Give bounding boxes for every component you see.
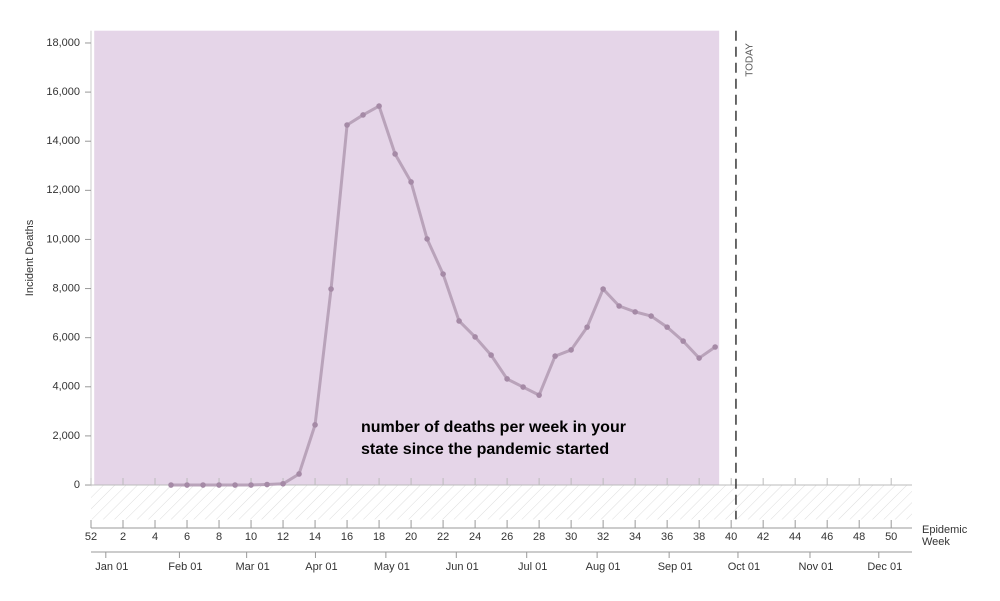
x-tick-label: 46 — [821, 531, 833, 543]
month-tick-label: Sep 01 — [658, 561, 693, 573]
data-point — [552, 353, 558, 359]
x-tick-label: 24 — [469, 531, 481, 543]
x-tick-label: 10 — [245, 531, 257, 543]
data-point — [472, 334, 478, 340]
x-tick-label: 52 — [85, 531, 97, 543]
data-point — [280, 480, 286, 487]
data-point — [216, 482, 222, 488]
x-tick-label: 36 — [661, 531, 673, 543]
data-point — [392, 151, 398, 157]
month-tick-label: Feb 01 — [168, 561, 202, 573]
x-tick-label: 20 — [405, 531, 417, 543]
month-tick-label: Mar 01 — [236, 561, 270, 573]
y-axis-label: Incident Deaths — [24, 219, 36, 296]
x-tick-label: 40 — [725, 531, 737, 543]
x-tick-label: 12 — [277, 531, 289, 543]
data-point — [600, 286, 606, 292]
x-tick-label: 6 — [184, 531, 190, 543]
data-point — [424, 236, 430, 242]
data-point — [504, 376, 510, 382]
data-point — [168, 482, 174, 488]
data-point — [232, 482, 238, 488]
month-tick-label: Nov 01 — [799, 561, 834, 573]
x-tick-label: 50 — [885, 531, 897, 543]
month-tick-label: Oct 01 — [728, 561, 760, 573]
data-point — [664, 324, 670, 330]
data-point — [712, 344, 718, 350]
data-point — [328, 286, 334, 292]
x-tick-label: 48 — [853, 531, 865, 543]
data-point — [488, 352, 494, 358]
x-tick-label: 8 — [216, 531, 222, 543]
month-tick-label: Aug 01 — [586, 561, 621, 573]
data-point — [456, 318, 462, 324]
hatched-band — [91, 485, 912, 520]
annotation: number of deaths per week in your — [361, 419, 626, 436]
data-point — [376, 103, 382, 109]
x-tick-label: 38 — [693, 531, 705, 543]
data-point — [648, 313, 654, 319]
x-tick-label: 44 — [789, 531, 801, 543]
x-tick-label: 2 — [120, 531, 126, 543]
data-point — [520, 384, 526, 390]
data-point — [536, 392, 542, 398]
data-point — [696, 355, 702, 361]
y-tick-label: 10,000 — [46, 233, 80, 245]
y-tick-label: 16,000 — [46, 86, 80, 98]
data-point — [440, 271, 446, 277]
month-tick-label: Jul 01 — [518, 561, 547, 573]
y-tick-label: 8,000 — [52, 282, 80, 294]
x-tick-label: 30 — [565, 531, 577, 543]
x-tick-label: 34 — [629, 531, 641, 543]
x-tick-label: 14 — [309, 531, 321, 543]
y-tick-label: 14,000 — [46, 135, 80, 147]
x-tick-label: 18 — [373, 531, 385, 543]
annotation: state since the pandemic started — [361, 441, 609, 458]
y-tick-label: 2,000 — [52, 430, 80, 442]
data-point — [200, 482, 206, 488]
data-point — [632, 309, 638, 315]
data-point — [408, 179, 414, 185]
month-tick-label: Jan 01 — [95, 561, 128, 573]
x-axis-label: Week — [922, 536, 950, 548]
data-point — [568, 347, 574, 353]
y-tick-label: 4,000 — [52, 381, 80, 393]
x-tick-label: 32 — [597, 531, 609, 543]
month-tick-label: Dec 01 — [867, 561, 902, 573]
today-label: TODAY — [745, 43, 756, 77]
x-tick-label: 26 — [501, 531, 513, 543]
data-point — [296, 471, 302, 477]
x-tick-label: 16 — [341, 531, 353, 543]
data-point — [312, 422, 318, 428]
x-tick-label: 28 — [533, 531, 545, 543]
data-point — [184, 482, 190, 488]
x-tick-label: 4 — [152, 531, 158, 543]
data-point — [680, 338, 686, 344]
x-tick-label: 42 — [757, 531, 769, 543]
data-point — [360, 112, 366, 118]
month-tick-label: Jun 01 — [446, 561, 479, 573]
data-point — [344, 122, 350, 128]
month-tick-label: May 01 — [374, 561, 410, 573]
x-axis-label: Epidemic — [922, 524, 968, 536]
y-tick-label: 6,000 — [52, 332, 80, 344]
x-tick-label: 22 — [437, 531, 449, 543]
y-tick-label: 0 — [74, 479, 80, 491]
y-tick-label: 12,000 — [46, 184, 80, 196]
data-point — [616, 303, 622, 309]
y-tick-label: 18,000 — [46, 37, 80, 49]
month-tick-label: Apr 01 — [305, 561, 337, 573]
shaded-region — [94, 30, 720, 486]
data-point — [584, 324, 590, 330]
data-point — [248, 482, 254, 488]
data-point — [264, 481, 270, 488]
